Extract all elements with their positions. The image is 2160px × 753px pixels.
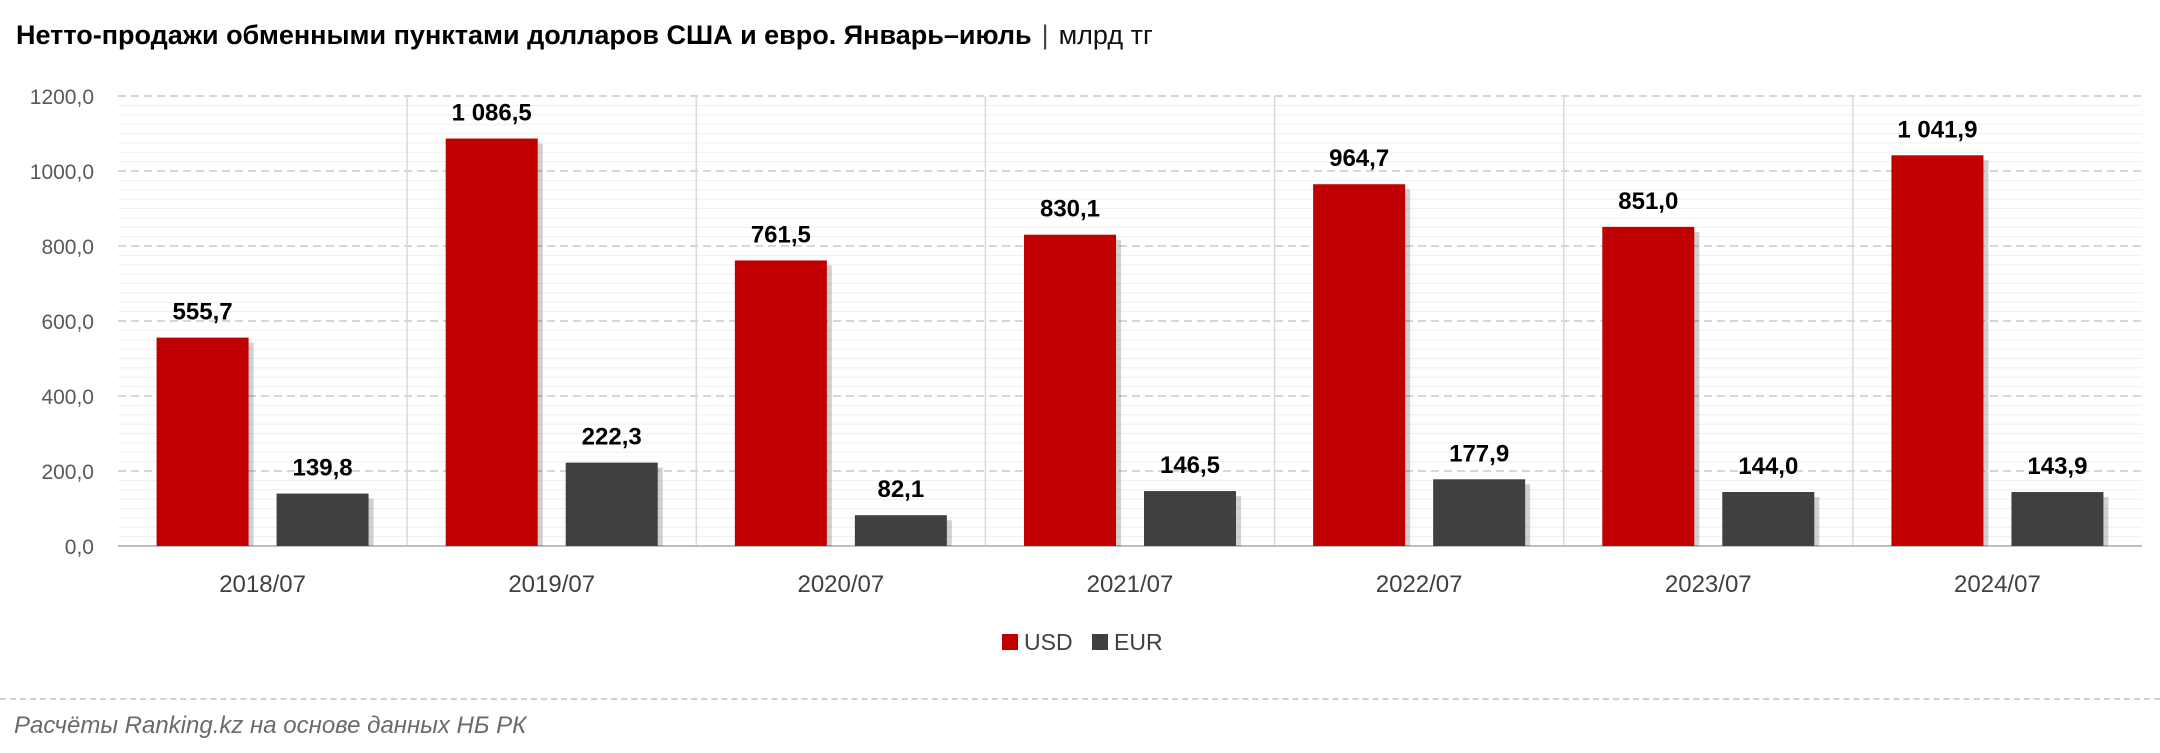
data-label: 830,1: [1040, 196, 1100, 223]
bar-usd: [1024, 234, 1116, 546]
bar-usd: [1313, 184, 1406, 547]
y-tick-label: 1200,0: [30, 86, 94, 109]
bar-usd: [1891, 155, 1984, 546]
data-label: 177,9: [1449, 440, 1509, 467]
legend-item: EUR: [1092, 629, 1163, 655]
x-tick-label: 2019/07: [508, 571, 595, 598]
legend-label: USD: [1024, 629, 1073, 655]
bar-usd: [445, 138, 538, 546]
y-tick-label: 600,0: [41, 311, 94, 334]
chart-title-text: Нетто-продажи обменными пунктами долларо…: [16, 20, 1032, 50]
bar-usd: [156, 337, 249, 546]
data-label: 143,9: [2027, 453, 2087, 480]
footer-divider: [0, 698, 2160, 700]
data-label: 139,8: [293, 455, 353, 482]
bar-eur: [1144, 491, 1236, 546]
x-tick-label: 2022/07: [1376, 571, 1463, 598]
y-tick-label: 800,0: [41, 236, 94, 259]
x-tick-label: 2023/07: [1665, 571, 1752, 598]
y-tick-label: 400,0: [41, 386, 94, 409]
bar-eur: [2011, 492, 2104, 546]
y-tick-label: 0,0: [65, 536, 94, 559]
data-label: 146,5: [1160, 452, 1220, 479]
data-label: 964,7: [1329, 145, 1389, 172]
chart-unit: млрд тг: [1058, 20, 1153, 50]
bar-usd: [1602, 226, 1695, 546]
source-note: Расчёты Ranking.kz на основе данных НБ Р…: [14, 712, 527, 739]
chart-title: Нетто-продажи обменными пунктами долларо…: [16, 20, 1153, 51]
legend-item: USD: [1002, 629, 1073, 655]
data-label: 222,3: [582, 424, 642, 451]
bar-usd: [734, 260, 827, 546]
title-separator: |: [1041, 20, 1049, 50]
x-tick-label: 2020/07: [797, 571, 884, 598]
data-label: 144,0: [1738, 453, 1798, 480]
x-tick-label: 2018/07: [219, 571, 306, 598]
bar-eur: [1722, 492, 1815, 546]
legend-swatch: [1002, 634, 1018, 650]
data-label: 851,0: [1618, 188, 1678, 215]
x-tick-label: 2021/07: [1087, 571, 1174, 598]
y-tick-label: 200,0: [41, 461, 94, 484]
data-label: 1 041,9: [1897, 116, 1977, 143]
data-label: 761,5: [751, 221, 811, 248]
y-tick-label: 1000,0: [30, 161, 94, 184]
data-label: 82,1: [877, 476, 924, 503]
bar-eur: [1433, 479, 1526, 546]
legend-label: EUR: [1114, 629, 1163, 655]
bar-eur: [854, 515, 947, 546]
bar-chart: 0,0 200,0 400,0 600,0 800,0 1000,0 1200,0 555,7…: [30, 86, 2142, 655]
data-label: 555,7: [173, 299, 233, 326]
legend-swatch: [1092, 634, 1108, 650]
x-tick-label: 2024/07: [1954, 571, 2041, 598]
bar-eur: [276, 493, 369, 546]
bar-eur: [565, 462, 658, 546]
data-label: 1 086,5: [452, 100, 532, 127]
